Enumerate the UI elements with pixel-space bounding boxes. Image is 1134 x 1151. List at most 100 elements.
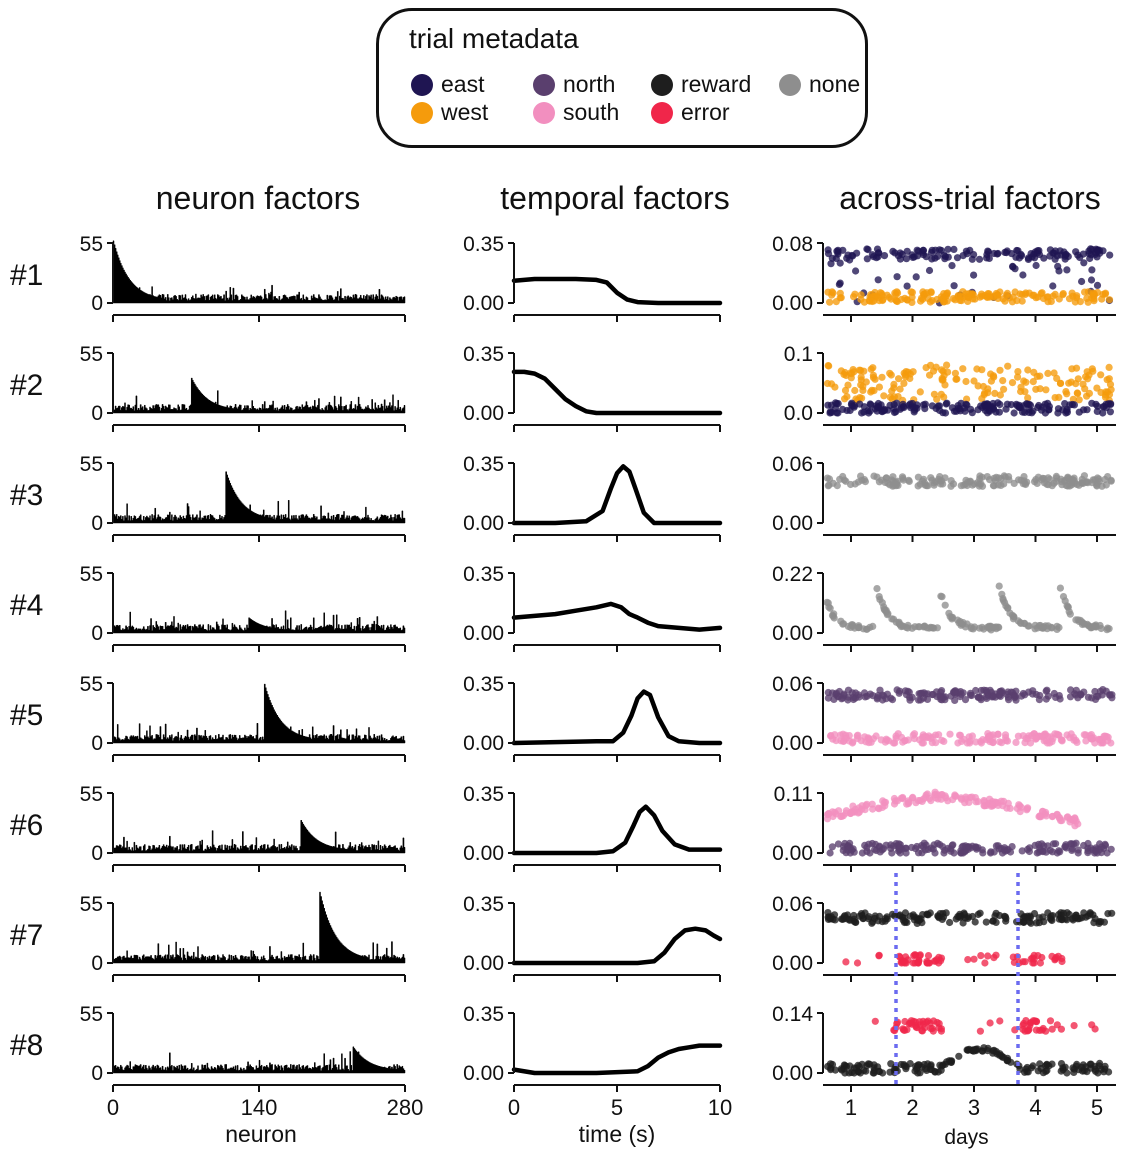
trial-point-west [1056,379,1065,387]
trial-point-none [1044,474,1052,482]
trial-point-east [953,254,962,262]
trial-scatter-3 [823,472,1115,490]
trial-point-east [932,404,940,413]
trial-point-east [873,245,882,253]
trial-point-west [1062,388,1070,396]
temporal-y-tick-label-bottom-5: 0.00 [463,732,504,755]
trial-point-west [860,298,869,306]
trial-point-reward [1095,919,1103,928]
neuron-y-tick-label-top-1: 55 [80,233,103,256]
trial-point-reward [878,918,887,926]
neuron-factor-bars-2 [112,377,406,414]
trial-point-reward [850,1064,858,1072]
trial-point-south [1082,737,1090,745]
trial-point-none [998,590,1006,598]
trial-point-north [835,692,843,701]
row-label-8: #8 [10,1029,43,1062]
trial-point-north [978,846,986,854]
trial-point-reward [824,909,832,917]
trial-point-east [1061,400,1069,408]
trial-point-none [1078,620,1086,629]
neuron-y-tick-label-bottom-6: 0 [91,842,103,865]
trial-point-east [993,250,1001,258]
trial-point-west [880,392,888,400]
trial-point-south [840,737,848,745]
trial-point-none [1002,602,1010,610]
temporal-y-tick-label-top-6: 0.35 [463,783,504,806]
trial-point-west [983,293,991,301]
trial-point-west [1002,291,1011,299]
trial-point-none [861,478,870,486]
trial-point-reward [971,918,979,926]
trial-point-error [1046,1017,1055,1025]
trial-point-east [900,404,908,412]
trial-point-east [1046,252,1054,260]
trial-point-west [952,375,960,383]
trial-point-west [1024,394,1032,402]
trial-point-west [965,290,973,298]
trial-point-west [1018,297,1026,305]
trial-point-west [1106,380,1115,388]
trial-point-south [994,730,1002,738]
neuron-y-tick-label-top-3: 55 [80,453,103,476]
trial-point-east [970,271,978,279]
trial-point-west [957,293,965,301]
trial-point-north [1011,694,1019,702]
trial-point-none [995,582,1003,590]
trial-point-error [990,954,998,962]
trial-point-none [1098,482,1106,490]
trial-point-west [1050,369,1058,377]
trial-point-reward [976,909,984,917]
trial-point-none [1000,480,1008,488]
trial-point-none [975,482,983,490]
trial-point-reward [911,1067,919,1075]
trial-point-east [1080,406,1088,414]
trial-y-tick-label-top-4: 0.22 [772,563,813,586]
trial-point-east [921,405,929,413]
trial-y-tick-label-top-2: 0.1 [784,343,813,366]
trial-point-east [913,246,921,254]
trial-point-north [1046,846,1054,854]
trial-point-error [902,953,910,961]
trial-point-south [1049,735,1057,743]
trial-point-south [1063,813,1071,821]
neuron-factor-bars-5 [112,683,406,744]
temporal-y-tick-label-top-5: 0.35 [463,673,504,696]
trial-point-reward [1059,1064,1067,1072]
trial-point-north [1084,693,1092,701]
trial-point-error [1010,958,1019,967]
trial-point-none [1056,584,1064,592]
trial-point-west [1059,290,1067,298]
trial-point-reward [938,1062,946,1070]
trial-point-none [1078,479,1086,487]
trial-point-south [941,792,949,800]
legend-label-south: south [563,99,620,125]
row-label-6: #6 [10,809,43,842]
legend-label-none: none [809,71,861,97]
neuron-factor-bars-4 [112,610,406,634]
trial-point-none [905,476,913,484]
trial-point-north [1098,691,1106,699]
trial-point-west [1085,389,1093,397]
trial-point-north [893,686,901,694]
trial-point-error [906,1019,914,1027]
trial-point-north [934,839,942,848]
trial-point-west [1068,365,1076,373]
trial-point-east [1099,247,1107,255]
temporal-y-tick-label-bottom-6: 0.00 [463,842,504,865]
trial-point-east [1099,403,1107,411]
legend-swatch-east [411,73,433,96]
trial-point-none [878,476,886,484]
trial-point-west [1014,368,1022,376]
trial-point-none [983,473,991,481]
legend-swatch-none [779,73,801,96]
trial-point-error [964,956,972,964]
trial-point-reward [914,916,922,925]
temporal-y-tick-label-top-4: 0.35 [463,563,504,586]
trial-point-none [978,623,986,632]
trial-point-east [989,399,997,408]
trial-point-east [889,247,897,255]
trial-point-west [855,366,864,374]
legend-swatch-error [651,101,673,124]
trial-point-east [893,399,901,407]
